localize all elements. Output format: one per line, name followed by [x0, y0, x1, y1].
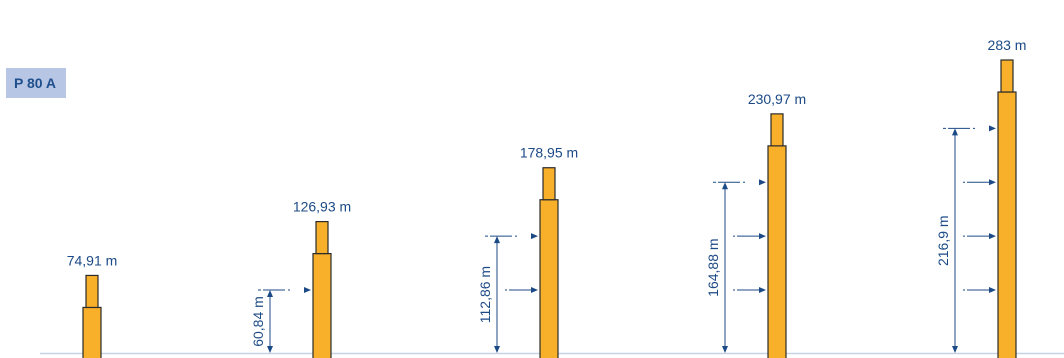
dimension-arrow-up	[952, 128, 958, 136]
dimension-arrow-down	[722, 346, 728, 353]
dimension-arrow-up	[494, 236, 500, 244]
dimension-arrow-up	[267, 290, 273, 298]
mast-top-extension	[315, 220, 329, 255]
model-label-badge: P 80 A	[6, 68, 66, 98]
tie-in-arrowhead	[531, 287, 538, 294]
anchor-height-label: 112,86 m	[477, 266, 493, 323]
mast-section	[539, 199, 559, 358]
tie-in-arrowhead	[759, 287, 766, 294]
dimension-arrow-down	[494, 346, 500, 353]
mast-column-2: 126,93 m 60,84 m	[250, 199, 351, 358]
mast-top-extension	[85, 274, 99, 309]
mast-section	[312, 252, 332, 358]
tie-in-arrowhead	[989, 287, 996, 294]
mast-column-4: 230,97 m 164,88 m	[705, 91, 806, 358]
mast-section	[767, 145, 787, 358]
anchor-height-label: 164,88 m	[705, 238, 721, 296]
mast-height-label: 178,95 m	[520, 145, 578, 161]
tie-in-arrowhead	[304, 287, 311, 294]
tie-in-arrowhead	[531, 233, 538, 240]
anchor-height-label: 216,9 m	[935, 215, 951, 266]
mast-top-extension	[542, 167, 556, 201]
mast-section	[82, 306, 102, 358]
tie-in-arrowhead	[759, 179, 766, 186]
mast-height-label: 230,97 m	[748, 91, 806, 107]
mast-column-5: 283 m 216,9 m	[935, 37, 1026, 358]
dimension-arrow-down	[267, 346, 273, 353]
mast-top-extension	[770, 113, 784, 147]
tie-in-arrowhead	[989, 125, 996, 132]
mast-height-label: 283 m	[988, 37, 1027, 53]
mast-column-3: 178,95 m 112,86 m	[477, 145, 578, 358]
mast-section	[997, 91, 1017, 358]
tie-in-arrowhead	[759, 233, 766, 240]
mast-height-label: 126,93 m	[293, 199, 351, 215]
tie-in-arrowhead	[989, 179, 996, 186]
mast-height-label: 74,91 m	[67, 252, 118, 268]
mast-top-extension	[1000, 59, 1014, 93]
dimension-arrow-up	[722, 182, 728, 190]
tie-in-arrowhead	[989, 233, 996, 240]
anchor-height-label: 60,84 m	[250, 296, 266, 347]
dimension-arrow-down	[952, 346, 958, 353]
mast-column-1: 74,91 m	[67, 252, 118, 358]
